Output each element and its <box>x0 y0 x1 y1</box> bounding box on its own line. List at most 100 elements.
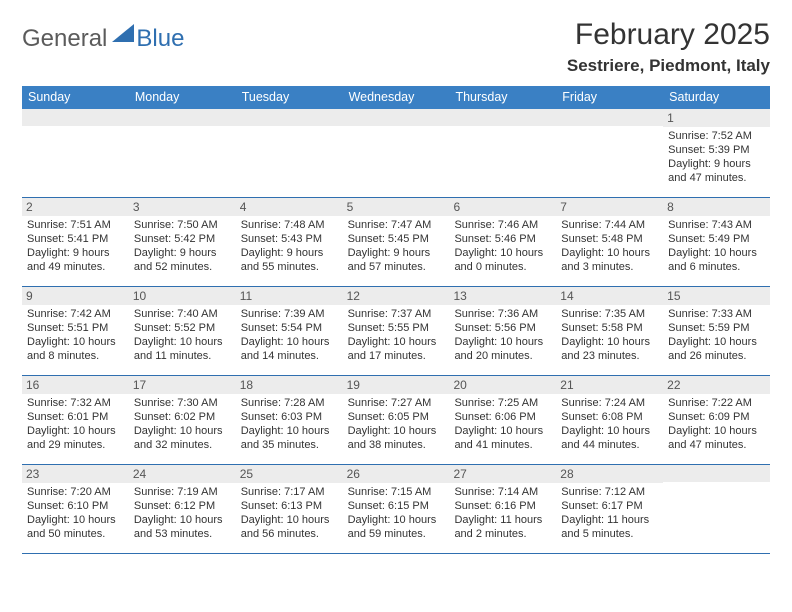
calendar-cell: 26Sunrise: 7:15 AMSunset: 6:15 PMDayligh… <box>343 465 450 553</box>
dl2-text: and 32 minutes. <box>134 438 231 452</box>
calendar-cell: 24 Sunrise: 7:19 AMSunset: 6:12 PMDayligh… <box>129 465 236 553</box>
sunrise-text: Sunrise: 7:42 AM <box>27 307 124 321</box>
sunrise-text: Sunrise: 7:43 AM <box>668 218 765 232</box>
calendar-cell <box>129 109 236 197</box>
sunrise-text: Sunrise: 7:47 AM <box>348 218 445 232</box>
day-number: 13 <box>449 287 556 305</box>
weekday-tue: Tuesday <box>236 86 343 109</box>
calendar-cell: 3Sunrise: 7:50 AMSunset: 5:42 PMDaylight… <box>129 198 236 286</box>
dl1-text: Daylight: 9 hours <box>27 246 124 260</box>
sunrise-text: Sunrise: 7:44 AM <box>561 218 658 232</box>
calendar-cell: 21Sunrise: 7:24 AMSunset: 6:08 PMDayligh… <box>556 376 663 464</box>
dl2-text: and 6 minutes. <box>668 260 765 274</box>
sunset-text: Sunset: 5:43 PM <box>241 232 338 246</box>
day-number: 23 <box>22 465 129 483</box>
dl2-text: and 35 minutes. <box>241 438 338 452</box>
dl1-text: Daylight: 10 hours <box>134 513 231 527</box>
day-number: 1 <box>663 109 770 127</box>
sunrise-text: Sunrise: 7:19 AM <box>134 485 231 499</box>
calendar-cell <box>236 109 343 197</box>
day-number: 21 <box>556 376 663 394</box>
sunrise-text: Sunrise: 7:14 AM <box>454 485 551 499</box>
dl1-text: Daylight: 10 hours <box>561 424 658 438</box>
sunset-text: Sunset: 6:17 PM <box>561 499 658 513</box>
calendar-row: 16Sunrise: 7:32 AMSunset: 6:01 PMDayligh… <box>22 376 770 465</box>
title-block: February 2025 Sestriere, Piedmont, Italy <box>567 18 770 76</box>
dl1-text: Daylight: 9 hours <box>668 157 765 171</box>
sunrise-text: Sunrise: 7:20 AM <box>27 485 124 499</box>
weekday-sat: Saturday <box>663 86 770 109</box>
sunrise-text: Sunrise: 7:24 AM <box>561 396 658 410</box>
dl2-text: and 41 minutes. <box>454 438 551 452</box>
calendar-cell: 12Sunrise: 7:37 AMSunset: 5:55 PMDayligh… <box>343 287 450 375</box>
day-number-empty <box>129 109 236 126</box>
sunset-text: Sunset: 5:45 PM <box>348 232 445 246</box>
sunset-text: Sunset: 5:59 PM <box>668 321 765 335</box>
dl1-text: Daylight: 10 hours <box>348 335 445 349</box>
day-number: 9 <box>22 287 129 305</box>
calendar-cell: 1Sunrise: 7:52 AMSunset: 5:39 PMDaylight… <box>663 109 770 197</box>
dl1-text: Daylight: 9 hours <box>241 246 338 260</box>
sunset-text: Sunset: 5:55 PM <box>348 321 445 335</box>
sunset-text: Sunset: 6:13 PM <box>241 499 338 513</box>
sunrise-text: Sunrise: 7:39 AM <box>241 307 338 321</box>
dl2-text: and 50 minutes. <box>27 527 124 541</box>
dl2-text: and 26 minutes. <box>668 349 765 363</box>
calendar-cell: 8Sunrise: 7:43 AMSunset: 5:49 PMDaylight… <box>663 198 770 286</box>
dl2-text: and 47 minutes. <box>668 171 765 185</box>
dl1-text: Daylight: 10 hours <box>561 335 658 349</box>
weekday-mon: Monday <box>129 86 236 109</box>
sunrise-text: Sunrise: 7:48 AM <box>241 218 338 232</box>
day-number: 22 <box>663 376 770 394</box>
sunset-text: Sunset: 6:12 PM <box>134 499 231 513</box>
sunrise-text: Sunrise: 7:27 AM <box>348 396 445 410</box>
calendar-cell: 14Sunrise: 7:35 AMSunset: 5:58 PMDayligh… <box>556 287 663 375</box>
calendar-cell: 6Sunrise: 7:46 AMSunset: 5:46 PMDaylight… <box>449 198 556 286</box>
calendar-cell: 20Sunrise: 7:25 AMSunset: 6:06 PMDayligh… <box>449 376 556 464</box>
dl2-text: and 3 minutes. <box>561 260 658 274</box>
dl1-text: Daylight: 10 hours <box>241 424 338 438</box>
calendar-body: 1Sunrise: 7:52 AMSunset: 5:39 PMDaylight… <box>22 109 770 554</box>
day-number: 8 <box>663 198 770 216</box>
sunrise-text: Sunrise: 7:25 AM <box>454 396 551 410</box>
logo: General Blue <box>22 24 184 54</box>
calendar-cell: 18Sunrise: 7:28 AMSunset: 6:03 PMDayligh… <box>236 376 343 464</box>
dl1-text: Daylight: 10 hours <box>27 424 124 438</box>
calendar-cell: 28Sunrise: 7:12 AMSunset: 6:17 PMDayligh… <box>556 465 663 553</box>
day-number-empty <box>556 109 663 126</box>
day-number: 24 <box>129 465 236 483</box>
day-number: 15 <box>663 287 770 305</box>
day-number: 11 <box>236 287 343 305</box>
sunrise-text: Sunrise: 7:32 AM <box>27 396 124 410</box>
dl2-text: and 38 minutes. <box>348 438 445 452</box>
dl2-text: and 14 minutes. <box>241 349 338 363</box>
day-number: 7 <box>556 198 663 216</box>
calendar-cell <box>556 109 663 197</box>
day-number: 25 <box>236 465 343 483</box>
calendar-row: 2Sunrise: 7:51 AMSunset: 5:41 PMDaylight… <box>22 198 770 287</box>
sunrise-text: Sunrise: 7:17 AM <box>241 485 338 499</box>
sunset-text: Sunset: 6:01 PM <box>27 410 124 424</box>
calendar-cell: 22Sunrise: 7:22 AMSunset: 6:09 PMDayligh… <box>663 376 770 464</box>
day-number: 19 <box>343 376 450 394</box>
sunset-text: Sunset: 5:52 PM <box>134 321 231 335</box>
day-number: 5 <box>343 198 450 216</box>
dl1-text: Daylight: 10 hours <box>454 246 551 260</box>
calendar-cell: 11Sunrise: 7:39 AMSunset: 5:54 PMDayligh… <box>236 287 343 375</box>
calendar-cell: 23Sunrise: 7:20 AMSunset: 6:10 PMDayligh… <box>22 465 129 553</box>
dl1-text: Daylight: 10 hours <box>241 513 338 527</box>
dl1-text: Daylight: 10 hours <box>668 335 765 349</box>
calendar-cell: 13Sunrise: 7:36 AMSunset: 5:56 PMDayligh… <box>449 287 556 375</box>
sunrise-text: Sunrise: 7:35 AM <box>561 307 658 321</box>
calendar-cell: 25 Sunrise: 7:17 AMSunset: 6:13 PMDayligh… <box>236 465 343 553</box>
day-number: 18 <box>236 376 343 394</box>
day-number: 17 <box>129 376 236 394</box>
dl1-text: Daylight: 10 hours <box>241 335 338 349</box>
dl1-text: Daylight: 10 hours <box>27 513 124 527</box>
day-number: 20 <box>449 376 556 394</box>
day-number: 27 <box>449 465 556 483</box>
dl2-text: and 11 minutes. <box>134 349 231 363</box>
day-number: 2 <box>22 198 129 216</box>
calendar-cell: 2Sunrise: 7:51 AMSunset: 5:41 PMDaylight… <box>22 198 129 286</box>
sunrise-text: Sunrise: 7:15 AM <box>348 485 445 499</box>
